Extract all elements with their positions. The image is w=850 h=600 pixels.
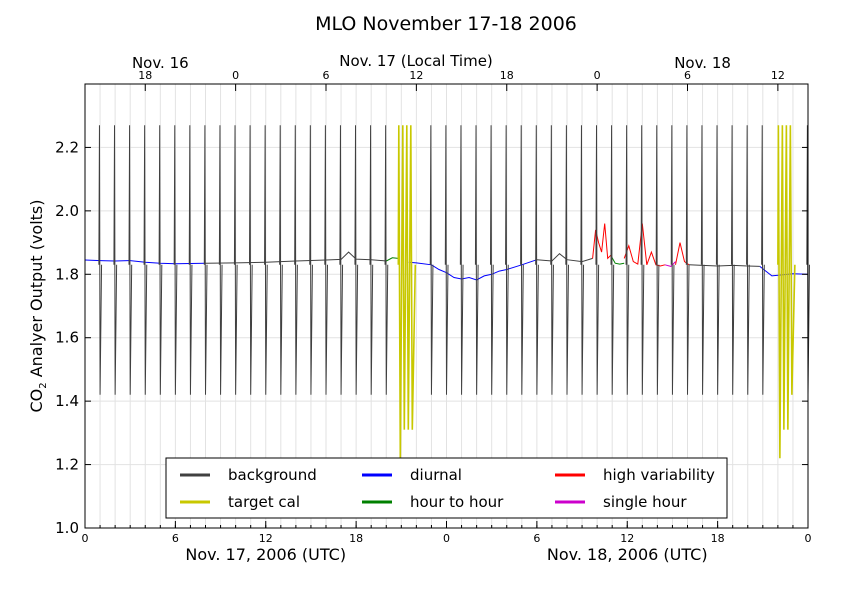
top-axis-title: Nov. 17 (Local Time) [339,52,493,70]
legend-label: diurnal [410,466,462,484]
legend-label: background [228,466,317,484]
calibration-spike [715,125,720,395]
calibration-spike [218,125,223,395]
x-tick-label: 6 [533,532,540,545]
top-tick-label: 0 [232,69,239,82]
calibration-spike [369,125,374,395]
y-tick-label: 1.2 [55,456,79,474]
axes: 1.0 1.2 1.4 1.6 1.8 2.0 2.2 0 6 12 18 0 6 12 18 0 Nov. 1… [55,54,811,564]
x-tick-label: 0 [805,532,812,545]
calibration-spike [625,125,630,395]
calibration-spike [670,125,675,395]
calibration-spike [98,125,103,395]
calibration-spike [610,125,615,395]
top-day-label: Nov. 16 [132,54,189,72]
calibration-spike [309,125,313,395]
calibration-spike [294,125,298,395]
x-tick-label: 18 [349,532,363,545]
y-tick-label: 1.8 [55,265,79,283]
series-hour-to-hour [386,257,399,262]
calibration-spike [128,125,133,395]
y-tick-label: 1.0 [55,519,79,537]
calibration-spike [264,125,268,395]
x-tick-label: 12 [259,532,273,545]
x-tick-label: 0 [82,532,89,545]
calibration-spike [700,125,705,395]
calibration-spike [324,125,328,395]
top-tick-label: 0 [594,69,601,82]
top-day-label: Nov. 18 [674,54,731,72]
legend-label: hour to hour [410,493,504,511]
series-high-variability [592,223,612,260]
calibration-spike [595,125,600,395]
x-tick-label: 18 [711,532,725,545]
series-background [688,264,760,267]
top-tick-label: 12 [409,69,423,82]
calibration-spike [429,125,434,395]
target-cal [777,125,796,459]
top-tick-label: 6 [323,69,330,82]
y-tick-label: 2.0 [55,202,79,220]
calibration-spike [203,125,208,395]
calibration-spike [354,125,359,395]
x-tick-label: 0 [443,532,450,545]
calibration-spike [565,125,569,395]
calibration-spike [685,125,690,395]
plot-data [84,125,810,459]
top-tick-label: 6 [684,69,691,82]
calibration-spike [279,125,283,395]
target-cal [397,125,417,459]
series-high-variability [623,223,666,267]
y-tick-label: 1.6 [55,329,79,347]
calibration-spike [505,125,509,395]
calibration-spike [188,125,193,395]
calibration-spike [535,125,539,395]
legend-label: target cal [228,493,300,511]
calibration-spike [580,125,585,395]
calibration-spike [489,125,494,395]
x-axis-day-label: Nov. 18, 2006 (UTC) [547,545,708,564]
calibration-spike [158,125,163,395]
calibration-spike [474,125,479,395]
top-tick-label: 12 [771,69,785,82]
calibration-spike [640,125,645,395]
series-hour-to-hour [610,255,625,265]
calibration-spike [173,125,178,395]
x-axis-day-label: Nov. 17, 2006 (UTC) [185,545,346,564]
legend-label: single hour [603,493,687,511]
calibration-spike [384,125,389,395]
calibration-spike [339,125,344,395]
series-single-hour [664,261,676,267]
calibration-spike [143,125,148,395]
calibration-spike [730,125,735,395]
top-tick-label: 18 [138,69,152,82]
calibration-spike [233,125,238,395]
x-tick-label: 6 [172,532,179,545]
calibration-spike [248,125,253,395]
calibration-spike [113,125,118,395]
series-background [536,253,593,263]
chart-title: MLO November 17-18 2006 [315,13,577,35]
y-tick-label: 1.4 [55,392,79,410]
legend-box [165,457,728,519]
top-tick-label: 18 [500,69,514,82]
calibration-spike [746,125,750,395]
calibration-spike [459,125,464,395]
y-axis-label: CO2 Analyer Output (volts) [27,200,49,413]
legend-label: high variability [603,466,715,484]
calibration-spike [550,125,554,395]
x-tick-label: 12 [620,532,634,545]
calibration-spike [655,125,660,395]
legend: background target cal diurnal hour to hour h… [165,457,728,519]
calibration-spike [444,125,449,395]
calibration-spike [761,125,765,395]
y-tick-label: 2.2 [55,138,79,156]
series-diurnal [408,259,538,281]
calibration-spike [520,125,524,395]
